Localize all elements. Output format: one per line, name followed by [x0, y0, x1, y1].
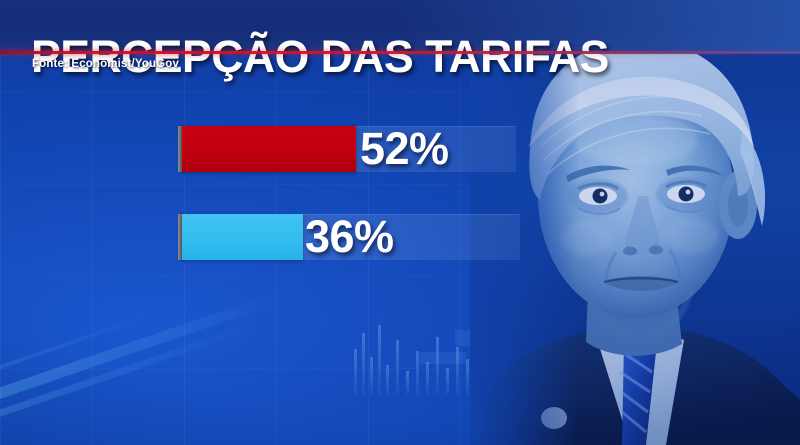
source-label: Fonte: Economist/YouGov	[32, 58, 179, 70]
portrait-left-fade	[470, 0, 580, 445]
bar-value-disapprove: 52%	[360, 123, 449, 174]
bar-start-divider	[178, 126, 182, 172]
bar-fill-approve	[182, 214, 303, 260]
bar-start-divider	[178, 214, 182, 260]
header-band-right-glow	[400, 0, 800, 53]
accent-line	[0, 51, 800, 54]
trump-portrait-image	[470, 0, 800, 445]
background-accent-block	[420, 352, 466, 364]
bar-track-approve	[182, 214, 520, 260]
bar-fill-disapprove	[182, 126, 356, 172]
bar-track-disapprove	[182, 126, 516, 172]
page-title: PERCEPÇÃO DAS TARIFAS	[31, 31, 609, 83]
bar-value-approve: 36%	[305, 211, 394, 262]
